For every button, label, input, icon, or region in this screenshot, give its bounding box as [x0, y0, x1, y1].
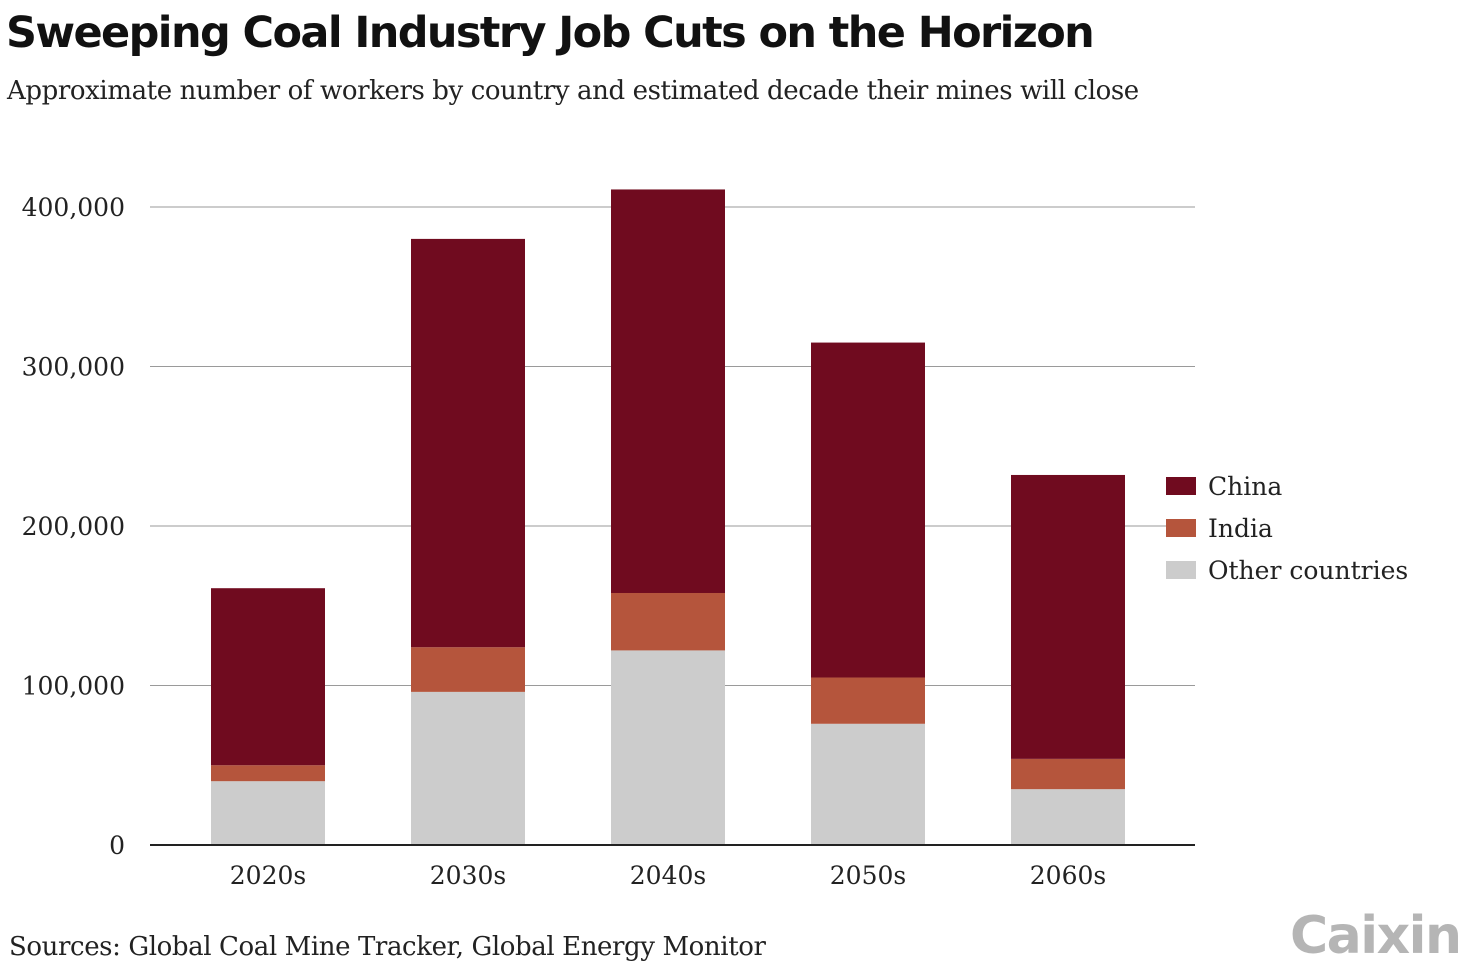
legend-swatch	[1166, 477, 1196, 495]
bar-segment-india	[211, 765, 325, 782]
y-tick-label: 100,000	[22, 672, 125, 701]
caixin-logo: Caixin	[1290, 906, 1462, 966]
y-tick-label: 0	[109, 831, 125, 860]
bar-segment-china	[411, 238, 525, 648]
x-tick-label: 2020s	[230, 861, 306, 890]
bar-segment-china	[611, 189, 725, 593]
bar-segment-india	[1011, 758, 1125, 790]
y-tick-label: 200,000	[22, 512, 125, 541]
legend-swatch	[1166, 519, 1196, 537]
y-tick-label: 300,000	[22, 353, 125, 382]
legend-label: Other countries	[1208, 556, 1408, 585]
bar-segment-india	[611, 592, 725, 651]
source-note: Sources: Global Coal Mine Tracker, Globa…	[9, 932, 766, 962]
legend-swatch	[1166, 561, 1196, 579]
legend-label: China	[1208, 472, 1282, 501]
bar-segment-other-countries	[411, 691, 525, 845]
legend-label: India	[1208, 514, 1273, 543]
x-tick-label: 2040s	[630, 861, 706, 890]
y-tick-label: 400,000	[22, 193, 125, 222]
bar-segment-india	[811, 677, 925, 724]
bar-segment-other-countries	[811, 723, 925, 845]
x-tick-label: 2060s	[1030, 861, 1106, 890]
bar-segment-china	[1011, 474, 1125, 759]
x-tick-label: 2030s	[430, 861, 506, 890]
bar-segment-other-countries	[211, 781, 325, 845]
bar-segment-india	[411, 647, 525, 692]
bar-segment-other-countries	[1011, 789, 1125, 845]
bar-segment-china	[811, 342, 925, 678]
bar-segment-other-countries	[611, 650, 725, 845]
legend: China India Other countries	[1166, 472, 1408, 585]
chart-title: Sweeping Coal Industry Job Cuts on the H…	[6, 8, 1095, 58]
x-axis: 2020s 2030s 2040s 2050s 2060s	[150, 844, 1195, 890]
chart-subtitle: Approximate number of workers by country…	[7, 76, 1139, 106]
bars	[211, 189, 1125, 845]
y-axis: 0 100,000 200,000 300,000 400,000	[22, 193, 125, 860]
x-tick-label: 2050s	[830, 861, 906, 890]
bar-segment-china	[211, 588, 325, 766]
